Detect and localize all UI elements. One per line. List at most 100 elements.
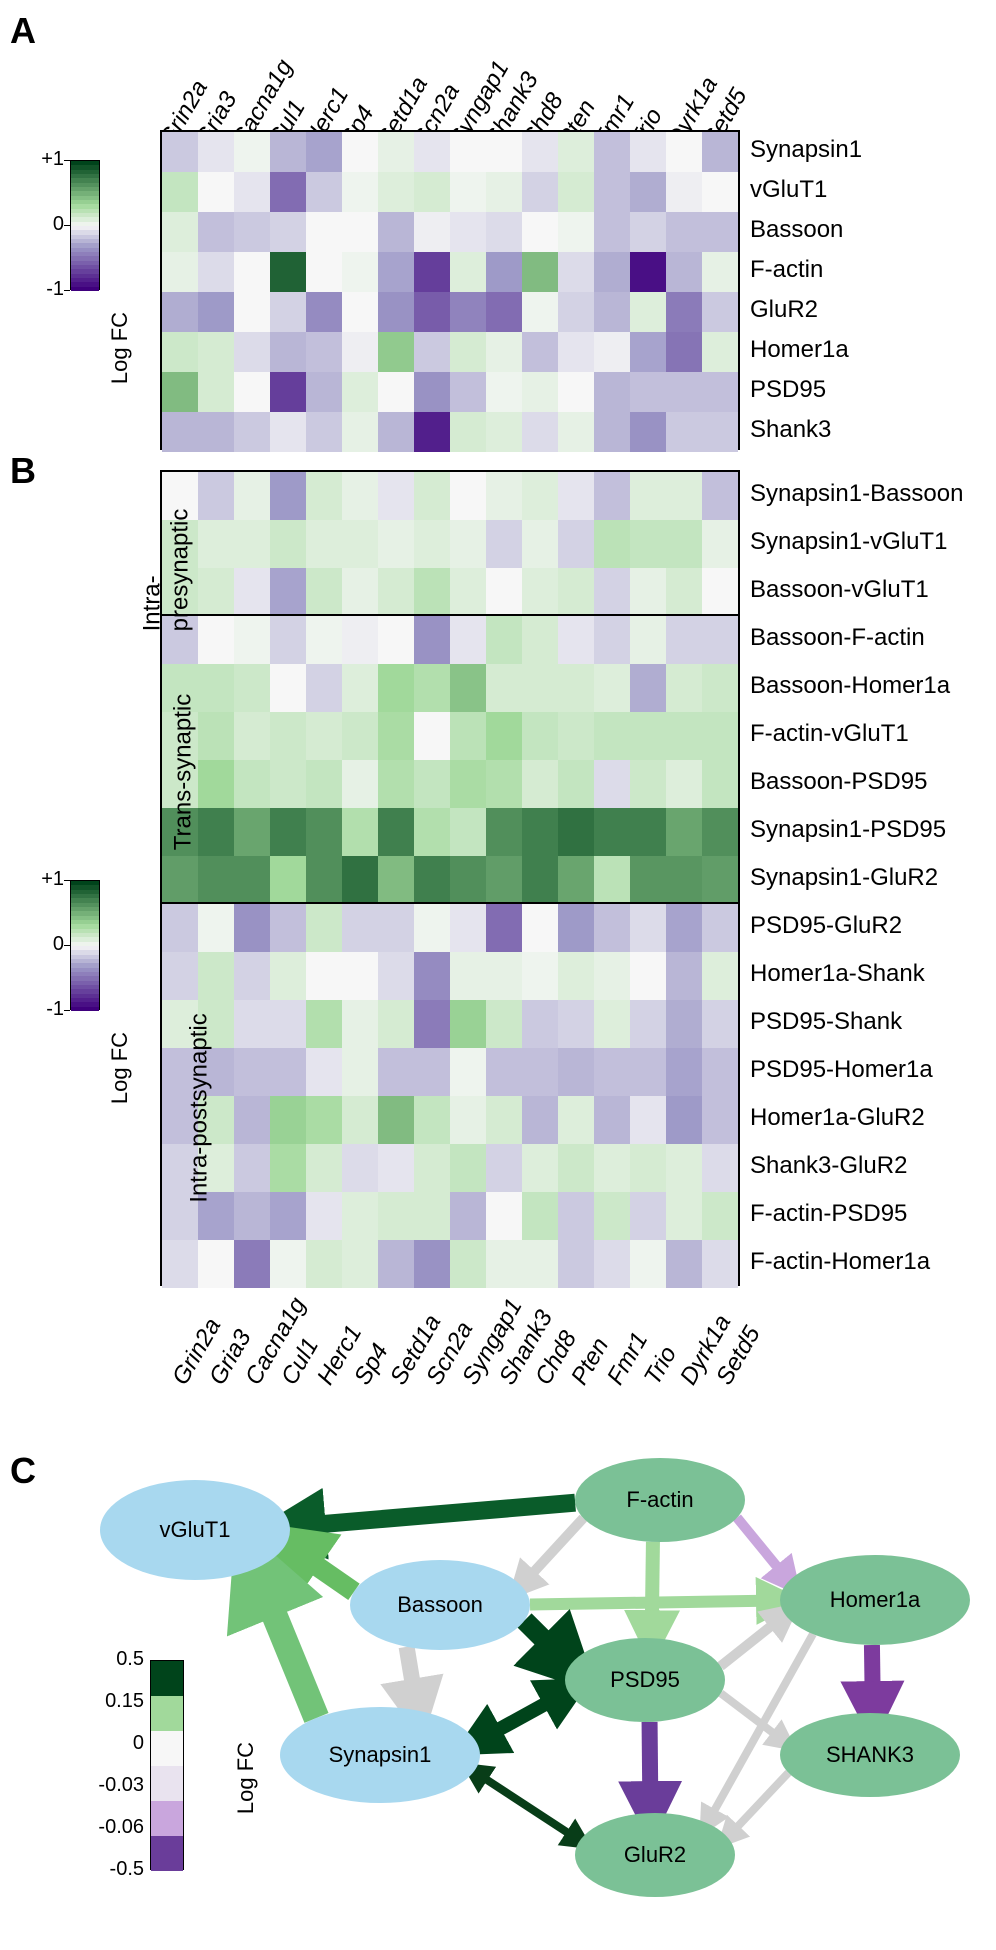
heatmap-cell — [306, 132, 342, 172]
pair-row-label: Bassoon-Homer1a — [750, 672, 950, 700]
colorbar-c-tick: -0.5 — [84, 1858, 144, 1881]
network-node-factin: F-actin — [575, 1458, 745, 1542]
heatmap-b — [160, 470, 740, 1286]
heatmap-cell — [198, 132, 234, 172]
heatmap-cell — [162, 412, 198, 452]
network-edge — [521, 1518, 583, 1586]
heatmap-cell — [558, 808, 594, 856]
heatmap-cell — [594, 1192, 630, 1240]
heatmap-cell — [306, 664, 342, 712]
colorbar-tick: 0 — [24, 213, 64, 236]
heatmap-cell — [270, 952, 306, 1000]
heatmap-cell — [234, 1000, 270, 1048]
heatmap-cell — [270, 212, 306, 252]
heatmap-cell — [522, 664, 558, 712]
network-node-psd95: PSD95 — [565, 1638, 725, 1722]
heatmap-cell — [486, 1000, 522, 1048]
heatmap-cell — [414, 1048, 450, 1096]
heatmap-cell — [702, 904, 738, 952]
pair-row-label: Synapsin1-GluR2 — [750, 864, 938, 892]
heatmap-cell — [198, 760, 234, 808]
pair-row-label: Bassoon-F-actin — [750, 624, 925, 652]
heatmap-cell — [486, 1144, 522, 1192]
heatmap-cell — [450, 132, 486, 172]
network-edge — [530, 1601, 780, 1605]
heatmap-cell — [342, 372, 378, 412]
heatmap-cell — [414, 332, 450, 372]
heatmap-cell — [594, 856, 630, 904]
heatmap-cell — [594, 664, 630, 712]
heatmap-cell — [558, 332, 594, 372]
heatmap-cell — [198, 616, 234, 664]
network-node-homer1a: Homer1a — [780, 1555, 970, 1645]
heatmap-cell — [594, 616, 630, 664]
protein-row-label: Bassoon — [750, 216, 843, 244]
heatmap-cell — [486, 952, 522, 1000]
heatmap-cell — [702, 372, 738, 412]
heatmap-cell — [450, 1048, 486, 1096]
pair-row-label: Bassoon-vGluT1 — [750, 576, 929, 604]
heatmap-cell — [666, 472, 702, 520]
group-label: Intra- presynaptic — [138, 509, 194, 632]
protein-row-label: Shank3 — [750, 416, 831, 444]
heatmap-cell — [558, 760, 594, 808]
heatmap-cell — [594, 372, 630, 412]
heatmap-cell — [378, 904, 414, 952]
panel-b-label: B — [10, 450, 36, 492]
heatmap-cell — [234, 904, 270, 952]
heatmap-cell — [522, 292, 558, 332]
heatmap-cell — [486, 760, 522, 808]
colorbar-tick: -1 — [24, 278, 64, 301]
heatmap-cell — [378, 412, 414, 452]
network-node-glur2: GluR2 — [575, 1813, 735, 1897]
heatmap-cell — [558, 212, 594, 252]
heatmap-cell — [234, 616, 270, 664]
colorbar-c-tick: -0.03 — [84, 1774, 144, 1797]
heatmap-cell — [558, 1144, 594, 1192]
heatmap-cell — [594, 252, 630, 292]
colorbar-tick: +1 — [24, 148, 64, 171]
heatmap-cell — [342, 1096, 378, 1144]
heatmap-cell — [198, 568, 234, 616]
heatmap-cell — [522, 712, 558, 760]
heatmap-cell — [486, 1240, 522, 1288]
heatmap-cell — [342, 616, 378, 664]
heatmap-cell — [594, 1144, 630, 1192]
heatmap-cell — [414, 760, 450, 808]
heatmap-cell — [702, 808, 738, 856]
heatmap-cell — [486, 664, 522, 712]
heatmap-cell — [522, 952, 558, 1000]
heatmap-cell — [666, 616, 702, 664]
heatmap-cell — [594, 808, 630, 856]
heatmap-cell — [162, 332, 198, 372]
heatmap-cell — [594, 292, 630, 332]
heatmap-cell — [414, 808, 450, 856]
heatmap-cell — [666, 1240, 702, 1288]
heatmap-cell — [306, 808, 342, 856]
heatmap-cell — [414, 1240, 450, 1288]
heatmap-cell — [666, 132, 702, 172]
heatmap-cell — [630, 856, 666, 904]
heatmap-cell — [414, 952, 450, 1000]
heatmap-cell — [702, 568, 738, 616]
colorbar-label: Log FC — [107, 312, 133, 384]
heatmap-cell — [450, 1096, 486, 1144]
protein-row-label: Synapsin1 — [750, 136, 862, 164]
heatmap-cell — [234, 856, 270, 904]
heatmap-cell — [198, 472, 234, 520]
pair-row-label: Synapsin1-PSD95 — [750, 816, 946, 844]
heatmap-cell — [270, 1048, 306, 1096]
heatmap-cell — [378, 568, 414, 616]
colorbar-c-label: Log FC — [233, 1742, 259, 1814]
heatmap-cell — [702, 616, 738, 664]
heatmap-cell — [414, 856, 450, 904]
heatmap-cell — [702, 1000, 738, 1048]
heatmap-cell — [198, 212, 234, 252]
heatmap-cell — [558, 372, 594, 412]
network-edge — [872, 1645, 873, 1713]
colorbar-c — [150, 1660, 184, 1870]
heatmap-cell — [306, 1048, 342, 1096]
heatmap-cell — [486, 904, 522, 952]
heatmap-cell — [486, 520, 522, 568]
heatmap-cell — [414, 472, 450, 520]
